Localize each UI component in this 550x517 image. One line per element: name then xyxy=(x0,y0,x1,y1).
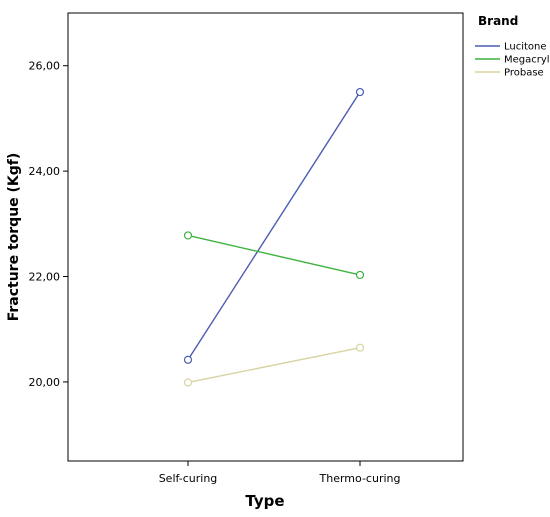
series-layer xyxy=(183,87,365,387)
y-tick-label: 22,00 xyxy=(29,271,61,284)
plot-area xyxy=(67,12,464,462)
legend: Brand Lucitone Megacryl Probase xyxy=(475,14,550,79)
y-axis: 20,00 22,00 24,00 26,00 xyxy=(29,60,68,389)
legend-items: Lucitone Megacryl Probase xyxy=(475,42,550,79)
legend-title: Brand xyxy=(478,14,518,28)
y-tick-label: 20,00 xyxy=(29,376,61,389)
x-axis-title: Type xyxy=(245,492,284,510)
legend-label-lucitone: Lucitone xyxy=(504,42,547,53)
x-tick-label: Self-curing xyxy=(159,472,218,485)
series-line-megacryl xyxy=(187,234,361,276)
data-point-megacryl xyxy=(355,270,365,280)
y-tick-label: 26,00 xyxy=(29,60,61,73)
data-point-probase xyxy=(355,343,365,352)
data-point-megacryl xyxy=(183,231,193,240)
series-line-probase xyxy=(187,346,361,384)
data-point-probase xyxy=(183,378,193,387)
data-point-lucitone xyxy=(355,87,365,97)
x-tick-label: Thermo-curing xyxy=(319,472,401,485)
y-tick-label: 24,00 xyxy=(29,165,61,178)
data-point-lucitone xyxy=(183,355,193,364)
y-axis-title: Fracture torque (Kgf) xyxy=(6,153,22,322)
x-axis: Self-curing Thermo-curing xyxy=(159,461,401,485)
series-line-lucitone xyxy=(187,91,361,361)
legend-label-probase: Probase xyxy=(504,68,544,79)
legend-label-megacryl: Megacryl xyxy=(504,55,550,66)
